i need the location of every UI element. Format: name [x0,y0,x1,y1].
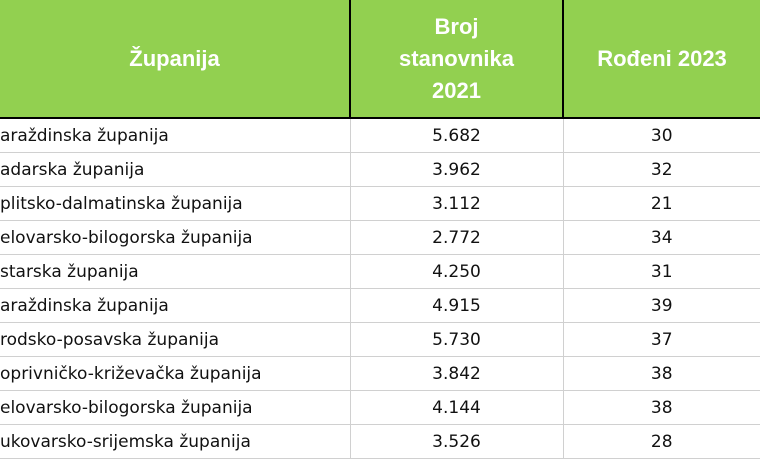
table-cell: 3.526 [350,424,564,459]
table-cell: 4.144 [350,390,564,425]
table-cell: 3.962 [350,152,564,187]
table-row: rodsko-posavska županija 5.730 37 [0,322,760,357]
table-cell: elovarsko-bilogorska županija [0,390,351,425]
header-cell: Rođeni 2023 [563,0,760,119]
table-cell: elovarsko-bilogorska županija [0,220,351,255]
table-row: oprivničko-križevačka županija 3.842 38 [0,356,760,391]
table-row: starska županija 4.250 31 [0,254,760,289]
table-cell: 5.730 [350,322,564,357]
table-cell: 21 [563,186,760,221]
table-row: ukovarsko-srijemska županija 3.526 28 [0,424,760,459]
table-row: plitsko-dalmatinska županija 3.112 21 [0,186,760,221]
table-cell: 30 [563,118,760,153]
header-row: Županija Broj stanovnika 2021 Rođeni 2023 [0,0,760,119]
table-cell: araždinska županija [0,288,351,323]
table-row: araždinska županija 4.915 39 [0,288,760,323]
table-cell: araždinska županija [0,118,351,153]
header-cell: Broj stanovnika 2021 [350,0,564,119]
table-row: adarska županija 3.962 32 [0,152,760,187]
table-cell: adarska županija [0,152,351,187]
table-cell: 4.915 [350,288,564,323]
table-cell: 28 [563,424,760,459]
table-body: araždinska županija 5.682 30 adarska župani… [0,118,760,459]
table-cell: rodsko-posavska županija [0,322,351,357]
table-cell: 39 [563,288,760,323]
header-cell: Županija [0,0,351,119]
table-row: elovarsko-bilogorska županija 4.144 38 [0,390,760,425]
table-cell: 5.682 [350,118,564,153]
table-row: elovarsko-bilogorska županija 2.772 34 [0,220,760,255]
table-cell: 32 [563,152,760,187]
table-cell: 3.842 [350,356,564,391]
table-cell: 38 [563,356,760,391]
table-cell: 34 [563,220,760,255]
table-row: araždinska županija 5.682 30 [0,118,760,153]
table-cell: 3.112 [350,186,564,221]
table-cell: starska županija [0,254,351,289]
table-cell: 37 [563,322,760,357]
table-cell: 4.250 [350,254,564,289]
table-cell: plitsko-dalmatinska županija [0,186,351,221]
table-cell: ukovarsko-srijemska županija [0,424,351,459]
table-cell: oprivničko-križevačka županija [0,356,351,391]
table-cell: 38 [563,390,760,425]
table-cell: 31 [563,254,760,289]
table-cell: 2.772 [350,220,564,255]
